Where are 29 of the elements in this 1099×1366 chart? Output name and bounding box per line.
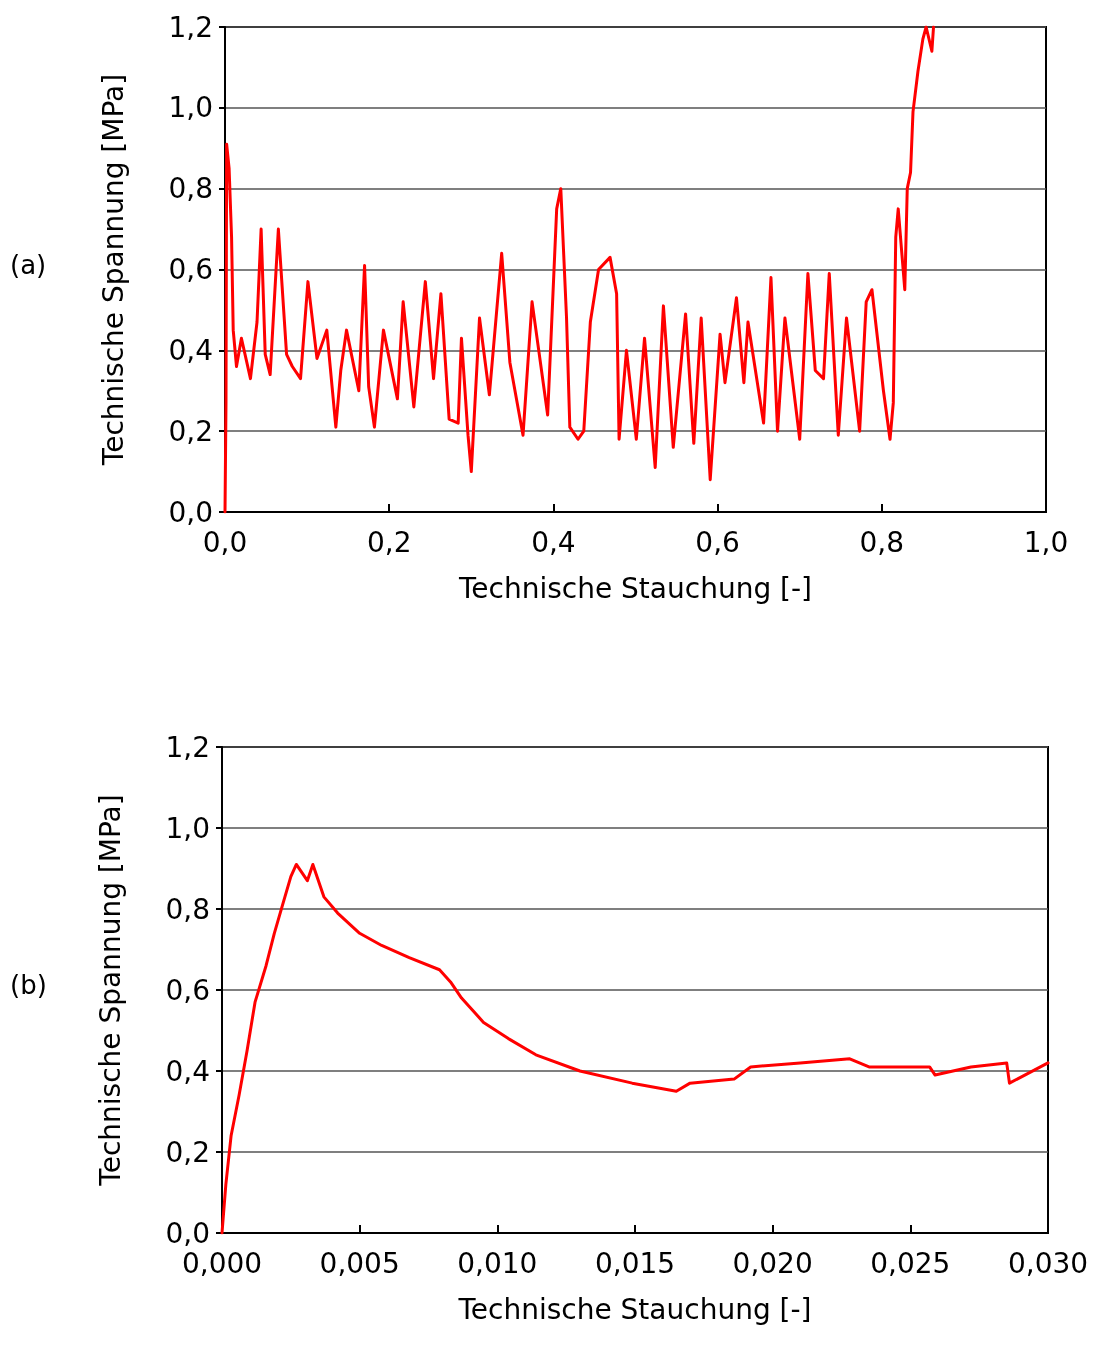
y-axis-title: Technische Spannung [MPa]: [93, 794, 127, 1187]
x-tick-label: 0,025: [870, 1246, 951, 1280]
x-tick-label: 0,8: [859, 525, 905, 559]
x-axis-title: Technische Stauchung [-]: [457, 1292, 812, 1326]
y-axis-title: Technische Spannung [MPa]: [96, 73, 130, 467]
x-tick-label: 0,020: [732, 1246, 813, 1280]
x-axis-title: Technische Stauchung [-]: [457, 571, 813, 605]
y-tick-label: 0,6: [168, 253, 213, 286]
y-tick-label: 1,0: [168, 91, 213, 125]
x-tick-label: 0,010: [457, 1246, 538, 1280]
y-tick-label: 1,2: [165, 730, 210, 764]
y-tick-label: 0,8: [168, 172, 213, 206]
text: (b): [10, 970, 47, 1000]
y-tick-label: 0,8: [165, 892, 210, 926]
x-tick-label: 0,030: [1007, 1246, 1089, 1280]
x-tick-label: 1,0: [1023, 525, 1069, 559]
text: (a): [10, 249, 47, 280]
y-tick-label: 0,4: [165, 1054, 210, 1088]
x-tick-label: 0,4: [531, 525, 576, 559]
y-tick-label: 0,6: [165, 973, 210, 1007]
x-tick-label: 0,6: [695, 525, 740, 559]
y-tick-label: 1,2: [168, 10, 213, 44]
y-tick-label: 1,0: [165, 811, 210, 845]
y-tick-label: 0,2: [168, 414, 213, 448]
y-tick-label: 0,2: [165, 1135, 210, 1169]
x-tick-label: 0,2: [366, 525, 412, 559]
x-tick-label: 0,005: [319, 1246, 400, 1280]
y-tick-label: 0,4: [168, 333, 213, 367]
x-tick-label: 0,015: [594, 1246, 676, 1280]
